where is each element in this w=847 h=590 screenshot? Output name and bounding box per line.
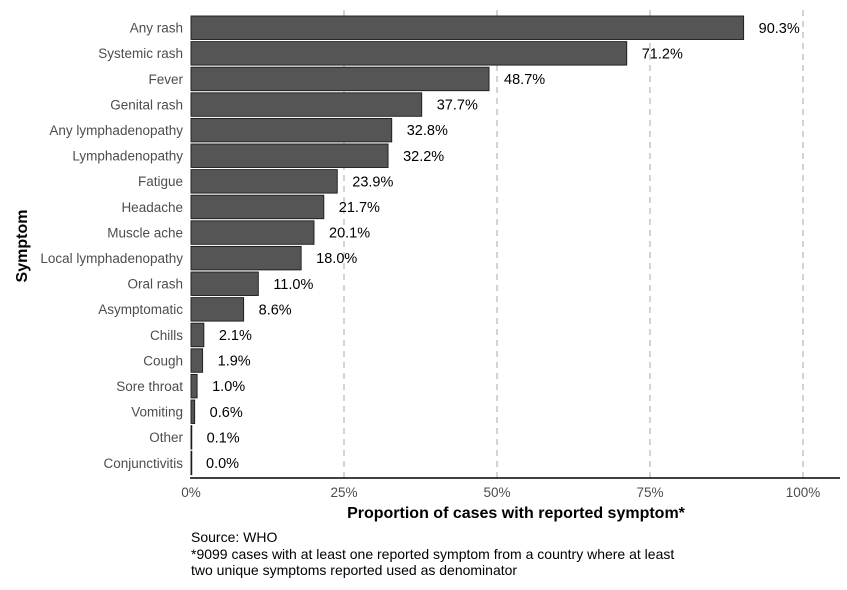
y-tick-label: Any lymphadenopathy	[49, 123, 183, 138]
x-tick-label: 75%	[636, 485, 663, 500]
y-tick-label: Muscle ache	[107, 225, 183, 240]
bar	[190, 271, 259, 296]
y-tick-label: Fever	[148, 72, 183, 87]
grid-lines	[343, 10, 804, 478]
y-tick-label: Local lymphadenopathy	[40, 251, 183, 266]
bar	[190, 348, 204, 373]
data-label: 0.6%	[210, 405, 243, 421]
data-label: 90.3%	[759, 21, 800, 37]
bar	[190, 66, 490, 92]
data-label: 23.9%	[352, 174, 393, 190]
x-tick-label: 50%	[483, 485, 510, 500]
bar	[190, 373, 198, 399]
bar	[190, 450, 193, 476]
y-tick-label: Headache	[121, 200, 183, 215]
bar	[190, 399, 196, 424]
bar	[190, 169, 338, 194]
x-tick-label: 0%	[181, 485, 201, 500]
data-label: 32.8%	[407, 123, 448, 139]
bars	[190, 15, 745, 476]
y-tick-label: Sore throat	[116, 379, 183, 394]
y-tick-label: Cough	[143, 353, 183, 368]
y-axis-title: Symptom	[14, 210, 31, 283]
y-tick-label: Chills	[150, 328, 183, 343]
data-label: 71.2%	[642, 46, 683, 62]
bar	[190, 15, 745, 40]
y-tick-label: Any rash	[130, 21, 183, 36]
x-tick-label: 25%	[330, 485, 357, 500]
y-tick-label: Asymptomatic	[98, 302, 183, 317]
data-label: 0.1%	[207, 430, 240, 446]
data-labels: 90.3% 71.2% 48.7% 37.7% 32.8% 32.2% 23.9% 21.7%…	[206, 21, 800, 472]
x-tick-label: 100%	[786, 485, 821, 500]
y-tick-label: Systemic rash	[98, 46, 183, 61]
data-label: 48.7%	[504, 72, 545, 88]
data-label: 8.6%	[259, 302, 292, 318]
bar	[190, 92, 423, 117]
x-tick-labels: 0% 25% 50% 75% 100%	[181, 485, 820, 500]
data-label: 0.0%	[206, 456, 239, 472]
y-tick-label: Lymphadenopathy	[72, 149, 183, 164]
bar	[190, 143, 389, 168]
y-tick-label: Conjunctivitis	[103, 456, 183, 471]
source-note: Source: WHO	[191, 529, 278, 545]
data-label: 11.0%	[273, 277, 313, 293]
data-label: 1.0%	[212, 379, 245, 395]
data-label: 1.9%	[218, 354, 251, 370]
chart-caption: Source: WHO *9099 cases with at least on…	[191, 529, 831, 579]
data-label: 20.1%	[329, 226, 370, 242]
data-label: 2.1%	[219, 328, 252, 344]
y-tick-label: Fatigue	[138, 174, 183, 189]
data-label: 21.7%	[339, 200, 380, 216]
bar	[190, 117, 393, 143]
bar	[190, 245, 302, 271]
y-tick-label: Genital rash	[110, 97, 183, 112]
data-label: 18.0%	[316, 251, 357, 267]
bar	[190, 220, 315, 245]
x-axis-title: Proportion of cases with reported sympto…	[347, 505, 686, 522]
y-tick-label: Other	[149, 430, 183, 445]
y-tick-label: Vomiting	[131, 405, 183, 420]
bar	[190, 322, 205, 348]
denominator-footnote: *9099 cases with at least one reported s…	[191, 545, 675, 579]
bar	[190, 194, 325, 220]
bar	[190, 41, 628, 66]
data-label: 32.2%	[403, 149, 444, 165]
y-tick-label: Oral rash	[127, 277, 183, 292]
bar	[190, 425, 193, 450]
bar	[190, 297, 245, 322]
data-label: 37.7%	[437, 98, 478, 114]
y-tick-labels: Any rash Systemic rash Fever Genital rash An…	[40, 21, 183, 471]
